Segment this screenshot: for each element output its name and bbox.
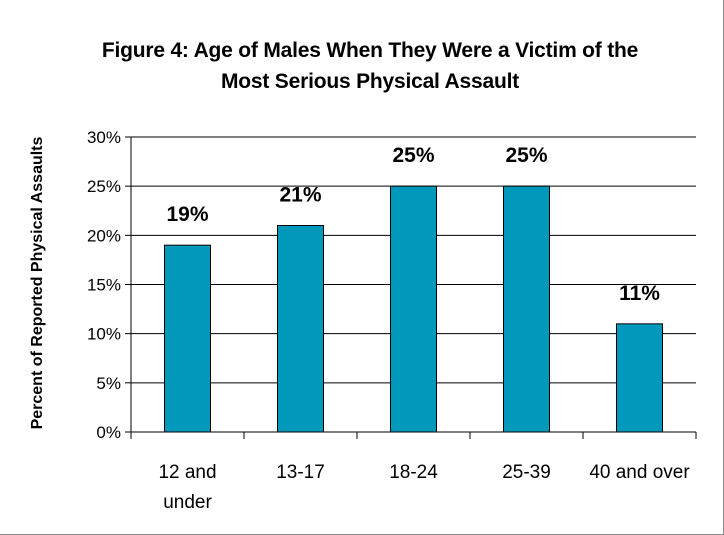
y-tick-label: 20% [87, 226, 121, 245]
x-tick-label: under [163, 492, 212, 513]
y-tick-label: 0% [96, 423, 121, 442]
chart-title-line-2: Most Serious Physical Assault [220, 70, 520, 93]
y-tick-label: 5% [96, 374, 121, 393]
chart-title-line-1: Figure 4: Age of Males When They Were a … [101, 39, 639, 62]
bar [616, 323, 663, 433]
bar [164, 244, 211, 433]
bar-value-label: 25% [392, 144, 434, 167]
x-tick-label: 18-24 [389, 462, 438, 483]
bar-value-label: 25% [505, 144, 547, 167]
x-tick-label: 12 and [158, 462, 216, 483]
bar-value-label: 19% [166, 203, 208, 226]
bar [503, 185, 550, 433]
x-tick-label: 40 and over [589, 462, 690, 483]
bar-value-label: 11% [619, 282, 660, 305]
bar [277, 225, 324, 433]
x-tick-label: 13-17 [276, 462, 325, 483]
y-tick-label: 15% [87, 276, 121, 295]
y-tick-label: 30% [87, 128, 121, 147]
y-tick-label: 25% [87, 177, 121, 196]
y-tick-label: 10% [87, 325, 121, 344]
x-tick-label: 25-39 [502, 462, 551, 483]
bar-value-label: 21% [279, 184, 321, 207]
bar [390, 185, 437, 433]
